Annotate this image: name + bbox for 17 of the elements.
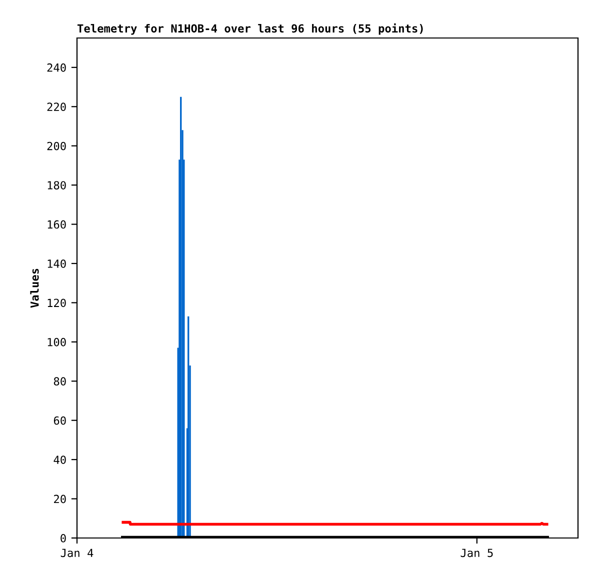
y-tick-label: 60 — [54, 416, 66, 425]
y-axis-title: Values — [30, 268, 39, 308]
y-tick-label: 20 — [54, 494, 66, 504]
chart-title: Telemetry for N1HOB-4 over last 96 hours (55 points) — [77, 23, 423, 35]
y-tick-label: 80 — [54, 377, 66, 386]
y-tick-label: 120 — [48, 298, 66, 308]
y-tick-label: 40 — [54, 456, 66, 464]
x-tick-label: Jan 4 — [60, 548, 94, 558]
y-tick-label: 160 — [48, 220, 66, 229]
y-tick-label: 0 — [60, 534, 66, 542]
y-tick-label: 140 — [48, 259, 66, 268]
y-tick-label: 200 — [47, 142, 66, 150]
y-tick-label: 180 — [48, 181, 66, 190]
y-tick-label: 220 — [47, 102, 66, 112]
y-tick-label: 100 — [48, 338, 66, 346]
y-tick-label: 240 — [47, 63, 66, 72]
x-tick-label: Jan 5 — [460, 548, 493, 558]
